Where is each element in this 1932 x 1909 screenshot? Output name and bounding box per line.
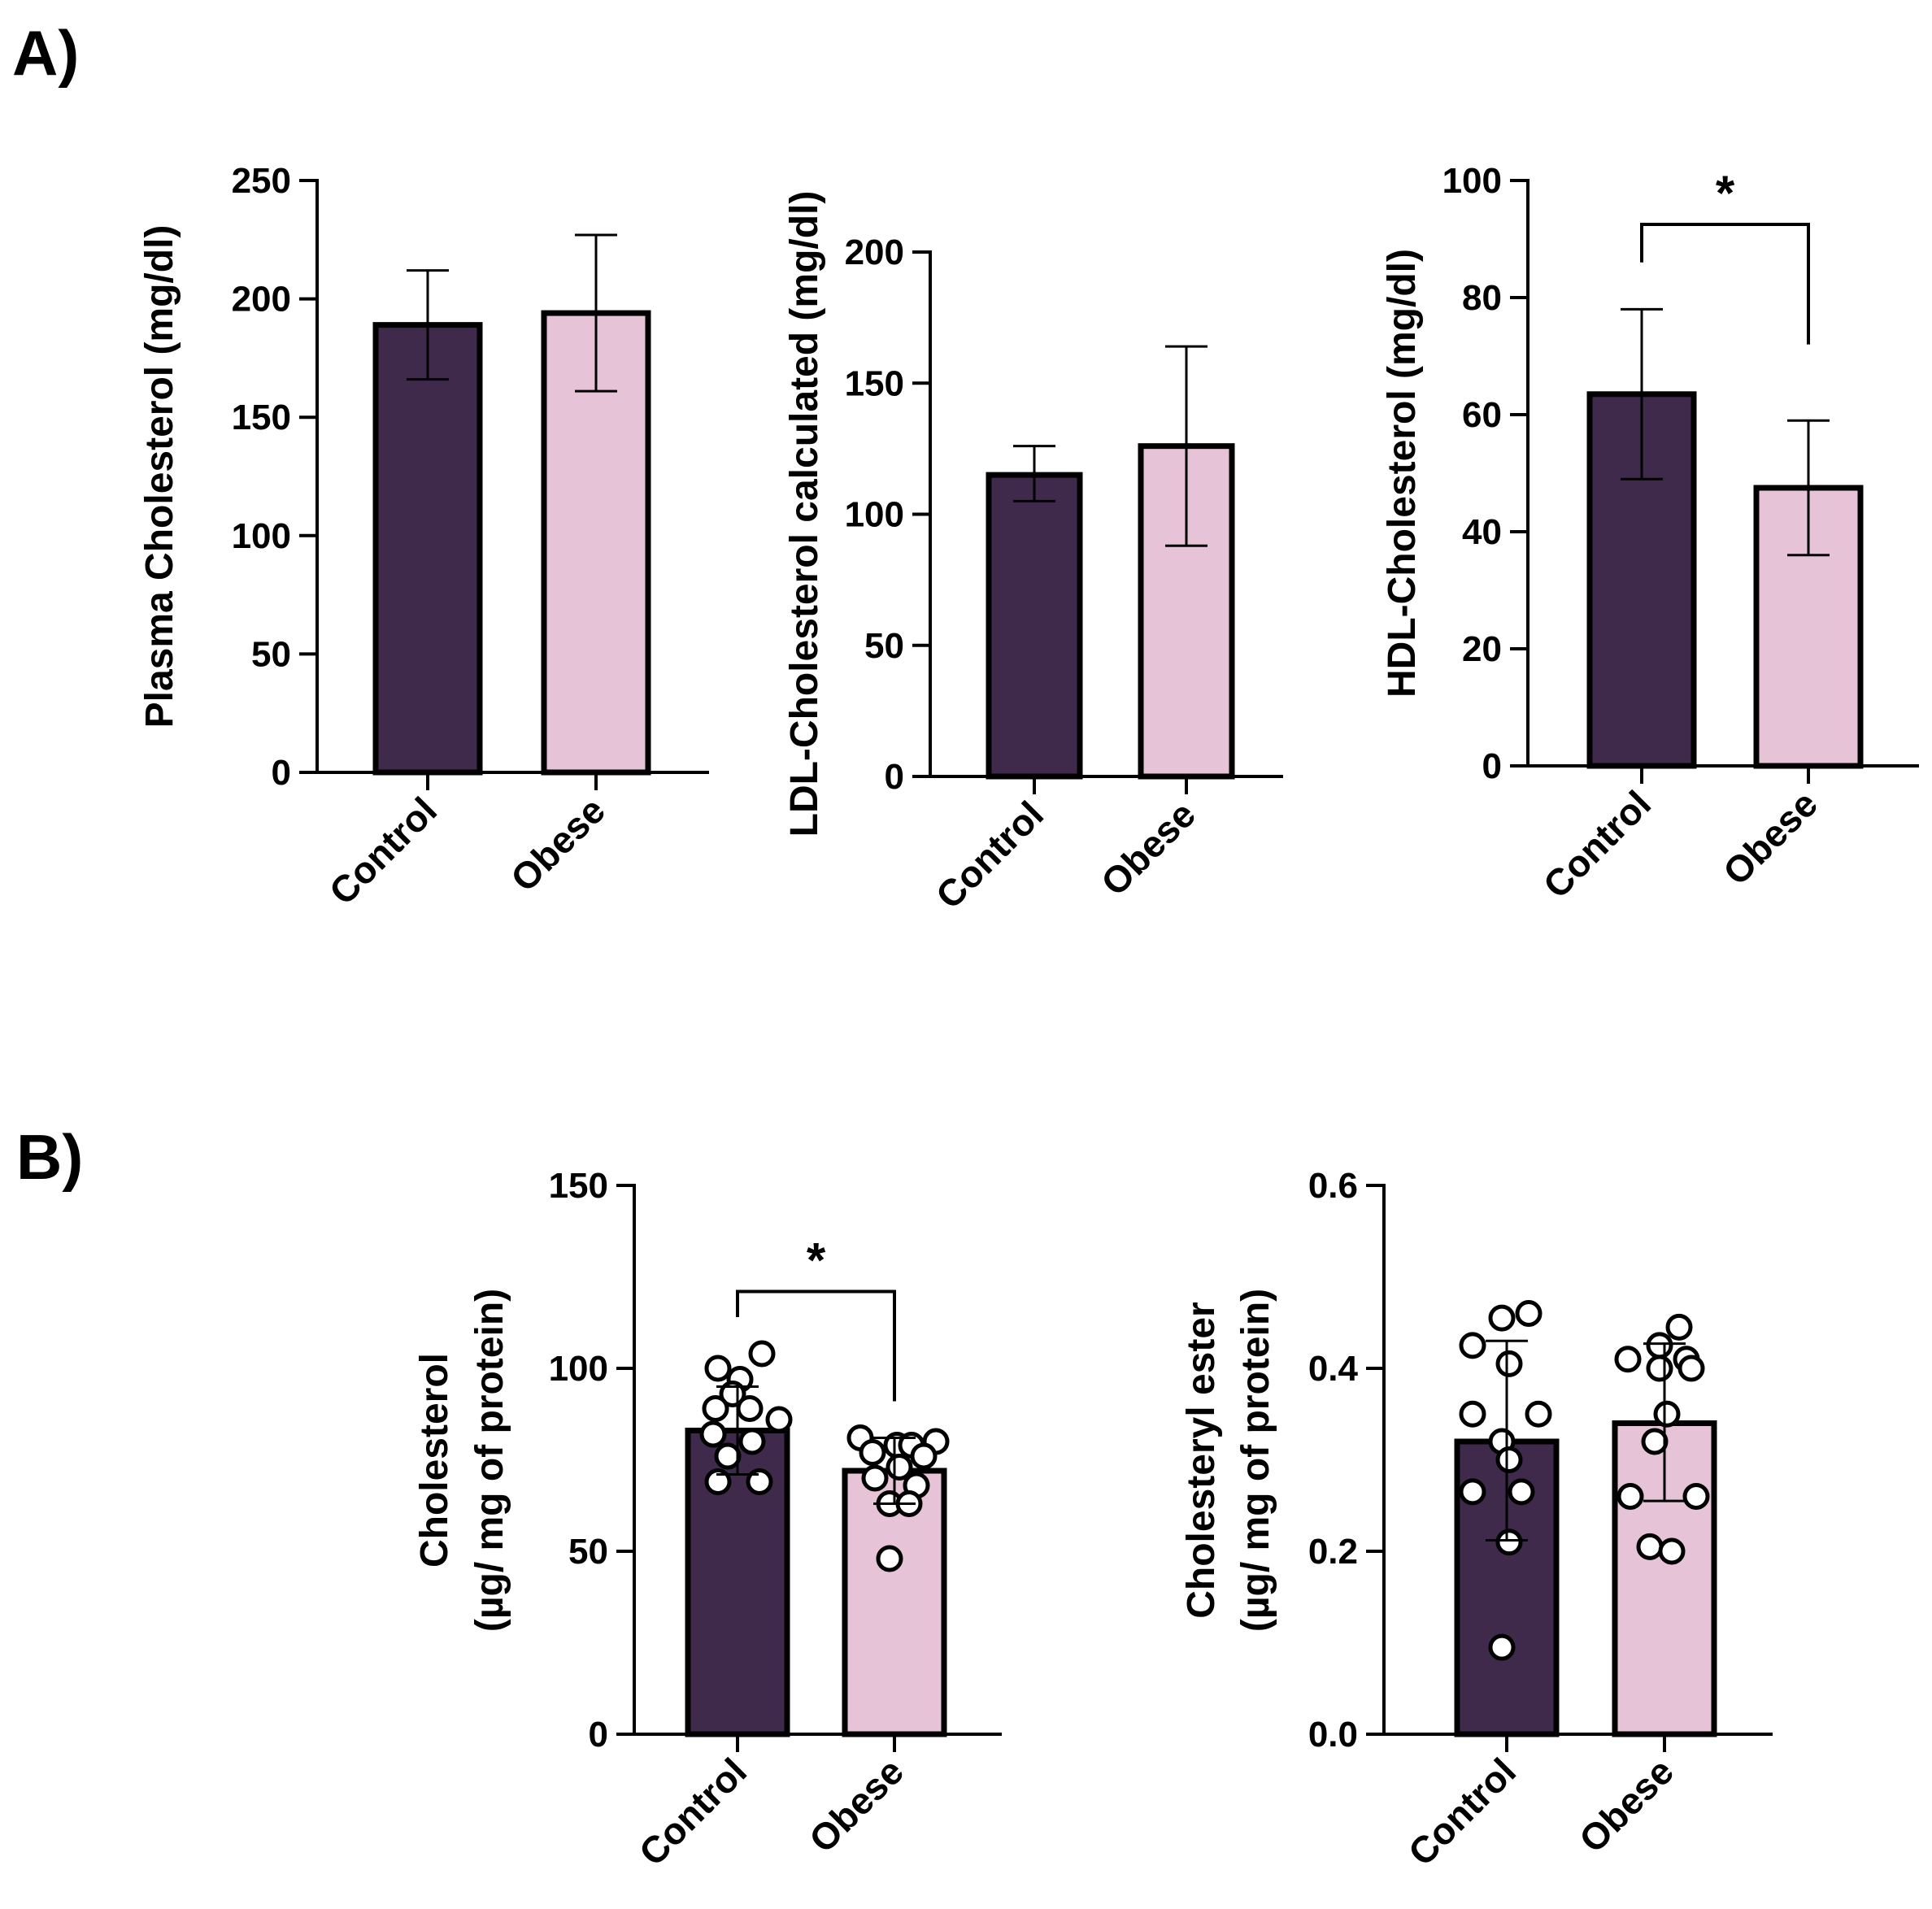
y-tick-label: 50 [568,1532,608,1572]
data-point [748,1340,776,1368]
y-tick-label: 0 [885,757,904,797]
data-point [1525,1400,1552,1428]
data-point [859,1439,886,1466]
data-point [699,1420,727,1448]
data-point [1488,1633,1516,1661]
chart-hdl-cholesterol: 0 20 40 60 80 100 Control Obese HDL-Cholesterol … [1381,161,1919,907]
y-axis-label-units: (µg/ mg of protein) [468,1289,511,1632]
y-tick-label: 250 [232,161,291,201]
x-tick-label-obese: Obese [1093,793,1203,903]
data-point [1459,1478,1486,1506]
y-tick-label: 0.6 [1308,1166,1358,1206]
data-point [876,1545,903,1572]
data-point [1495,1446,1523,1473]
y-tick-label: 0.2 [1308,1532,1358,1572]
y-axis-label: Plasma Cholesterol (mg/dl) [138,225,181,728]
data-point [1653,1400,1681,1428]
data-point [746,1468,773,1495]
data-point [738,1428,766,1455]
panel-label-B1: B) [16,1121,83,1193]
y-axis-label: Cholesterol [413,1353,456,1568]
y-tick-label: 150 [549,1166,608,1206]
data-point [1488,1304,1516,1332]
chart-cholesteryl-ester: 0.0 0.2 0.4 0.6 Control Obese Cholesteryl este… [1180,1166,1773,1874]
y-tick-label: 100 [232,516,291,556]
x-tick-label-control: Control [1535,782,1659,906]
y-axis-label-units: (µg/ mg of protein) [1234,1289,1277,1632]
data-point [861,1464,889,1492]
x-tick-label-control: Control [631,1750,755,1873]
y-tick-label: 150 [232,398,291,437]
data-point [1459,1332,1486,1359]
x-tick-label-obese: Obese [1715,782,1825,893]
data-point [765,1406,793,1433]
significance-bracket [736,1289,896,1402]
bar-control [986,472,1083,780]
chart-ldl-cholesterol: 0 50 100 150 200 Control Obese LDL-Cholesterol … [783,191,1283,917]
chart-tissue-cholesterol: B) 0 50 100 150 Control Obese Cholesterol (µg/ m… [16,1121,1002,1874]
y-tick-label: 60 [1462,395,1502,435]
x-tick-label-control: Control [321,789,445,912]
y-axis-label: HDL-Cholesterol (mg/dl) [1381,249,1424,698]
data-point [1515,1300,1543,1327]
y-tick-label: 0 [1482,746,1502,786]
significance-bracket [1640,223,1810,345]
significance-star: * [807,1233,826,1288]
y-tick-label: 150 [845,363,904,403]
data-point [1617,1483,1644,1510]
data-point [1658,1537,1686,1565]
y-tick-label: 200 [232,280,291,320]
data-point [1495,1529,1523,1556]
chart-plasma-cholesterol: A) 0 50 100 150 200 250 Control Obese Plasma Chol… [12,17,709,913]
y-tick-label: 100 [1442,161,1502,201]
y-tick-label: 80 [1462,278,1502,318]
data-point [1641,1428,1669,1455]
x-tick-label-obese: Obese [1571,1750,1682,1860]
data-point [704,1468,732,1495]
bar-control [372,322,483,776]
data-point [1508,1478,1535,1506]
data-point [886,1454,913,1481]
data-point [1459,1400,1486,1428]
data-point [714,1442,742,1470]
data-point [1636,1533,1664,1560]
data-point [1614,1346,1642,1373]
data-point [1646,1332,1673,1359]
y-axis-label: LDL-Cholesterol calculated (mg/dl) [783,191,826,837]
significance-star: * [1716,166,1735,220]
data-point [1677,1355,1705,1382]
data-point [1495,1350,1523,1377]
y-tick-label: 0 [589,1715,608,1755]
x-tick-label-obese: Obese [503,789,613,899]
data-point [702,1395,729,1422]
y-tick-label: 200 [845,233,904,272]
data-point [910,1442,938,1470]
x-tick-label-obese: Obese [801,1750,912,1860]
y-axis-label: Cholesteryl ester [1180,1302,1223,1619]
data-point [1665,1313,1693,1341]
x-tick-label-control: Control [928,793,1051,916]
y-tick-label: 0.4 [1308,1349,1359,1389]
bar-control [685,1428,790,1737]
y-tick-label: 20 [1462,629,1502,669]
y-tick-label: 100 [845,495,904,535]
data-point [704,1355,732,1382]
y-tick-label: 0 [272,753,291,793]
y-tick-label: 0.0 [1308,1715,1358,1755]
y-tick-label: 40 [1462,512,1502,552]
panel-label-A1: A) [12,17,79,89]
data-point [736,1395,764,1422]
data-point [1682,1483,1710,1510]
x-tick-label-control: Control [1400,1750,1524,1873]
data-point [1646,1355,1673,1382]
y-tick-label: 50 [251,634,291,674]
y-tick-label: 50 [864,626,904,666]
y-tick-label: 100 [549,1349,608,1389]
